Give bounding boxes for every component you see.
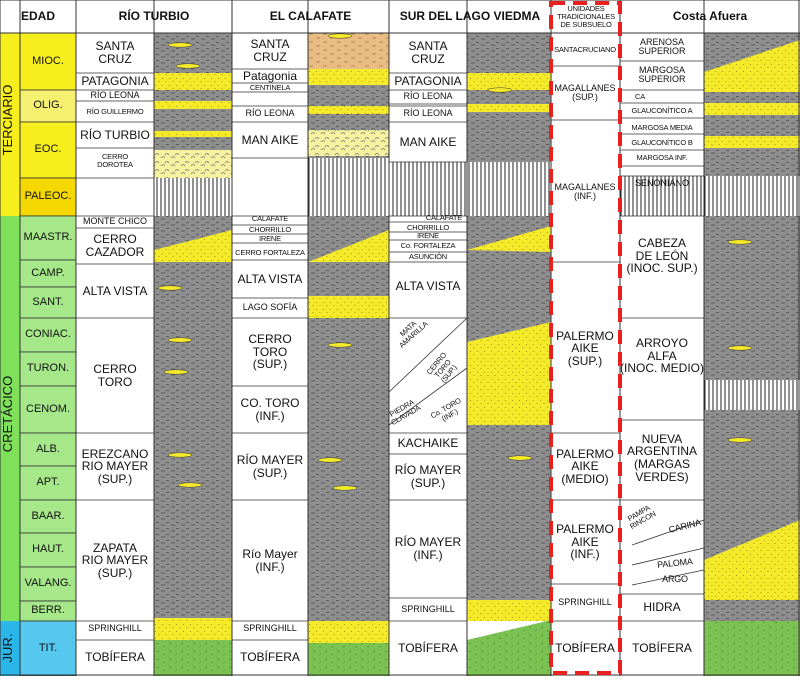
age-cell [19,465,77,501]
ec-lith-man-aike [308,130,389,156]
ca-diag [631,569,705,586]
ec-lith-patagonia [308,69,389,85]
ca-sand-lens [727,239,753,245]
ec-lith-sand [308,106,389,114]
age-cell [19,121,77,179]
ca-diag [631,547,705,566]
rt-lith-shale-lower [154,216,232,618]
lv-diag [388,317,468,393]
age-cell [19,566,77,602]
era-bar-jurasico [0,621,20,676]
era-bar-cretacico [0,216,20,621]
ec-sand-lens [327,342,353,348]
ec-lith-fortaleza [308,230,389,262]
age-cell [19,351,77,387]
age-cell [19,32,77,91]
ca-sand-lens [727,437,753,443]
ca-sand-lens [727,345,753,351]
rt-lith-tobifera [154,640,232,676]
lv-lith-fortaleza [467,226,551,252]
rt-lith-sand [154,101,232,109]
rt-lith-sand [154,131,232,137]
age-cell [19,89,77,123]
age-cell [19,317,77,353]
ec-lith-tobifera [308,643,389,676]
ca-lith-tobifera [704,621,800,676]
ec-sand-lens [332,485,358,491]
rt-lith-cazador-sand [154,230,232,262]
lv-lith-tobifera [467,620,551,676]
ca-lith-hiatus [620,176,800,216]
age-cell [19,286,77,319]
age-cell [19,215,77,261]
rt-sand-lens [157,285,183,291]
ec-lith-lago-sofia [308,296,389,318]
ca-lith-hiatus-2 [704,380,800,410]
age-cell [19,620,77,676]
ec-sand-lens [327,33,353,39]
ca-diag [631,519,705,546]
rt-sand-lens [167,42,193,48]
ss-column [551,33,620,676]
lv-sand-lens [507,455,533,461]
lv-lith-springhill [467,600,551,621]
age-cell [19,385,77,434]
rt-lith-hiatus [154,178,232,216]
ca-lith-glauc-b [704,136,800,148]
age-cell [19,532,77,568]
ec-lith-shale-lower [308,216,389,621]
rt-sand-lens [177,482,203,488]
subsuelo-highlight-frame [549,1,622,675]
rt-sand-lens [167,452,193,458]
ec-lith-hiatus [308,158,389,216]
age-cell [19,259,77,288]
rt-sand-lens [175,63,201,69]
ec-lith-santa-cruz [308,33,389,69]
era-bar-terciario [0,33,20,216]
rt-lith-dorotea [154,150,232,178]
ca-lith-arenosa [704,40,800,92]
ec-lith-springhill [308,621,389,643]
ec-sand-lens [317,457,343,463]
ca-lith-carina [704,520,800,600]
lv-lith-mata [467,322,551,425]
rt-lith-patagonia [154,73,232,90]
age-cell [19,499,77,534]
rt-sand-lens [163,369,189,375]
lv-lith-hiatus [389,162,551,216]
lv-sand-lens [487,87,513,93]
ca-lith-glauc-a [704,103,800,115]
lv-diag [388,367,468,426]
lv-lith-sand [467,104,551,112]
ca-lith-shale [704,33,800,621]
age-cell [19,177,77,217]
age-cell [19,432,77,467]
lv-lith-patagonia [467,73,551,90]
age-cell [19,600,77,622]
rt-lith-springhill [154,618,232,640]
rt-sand-lens [167,337,193,343]
